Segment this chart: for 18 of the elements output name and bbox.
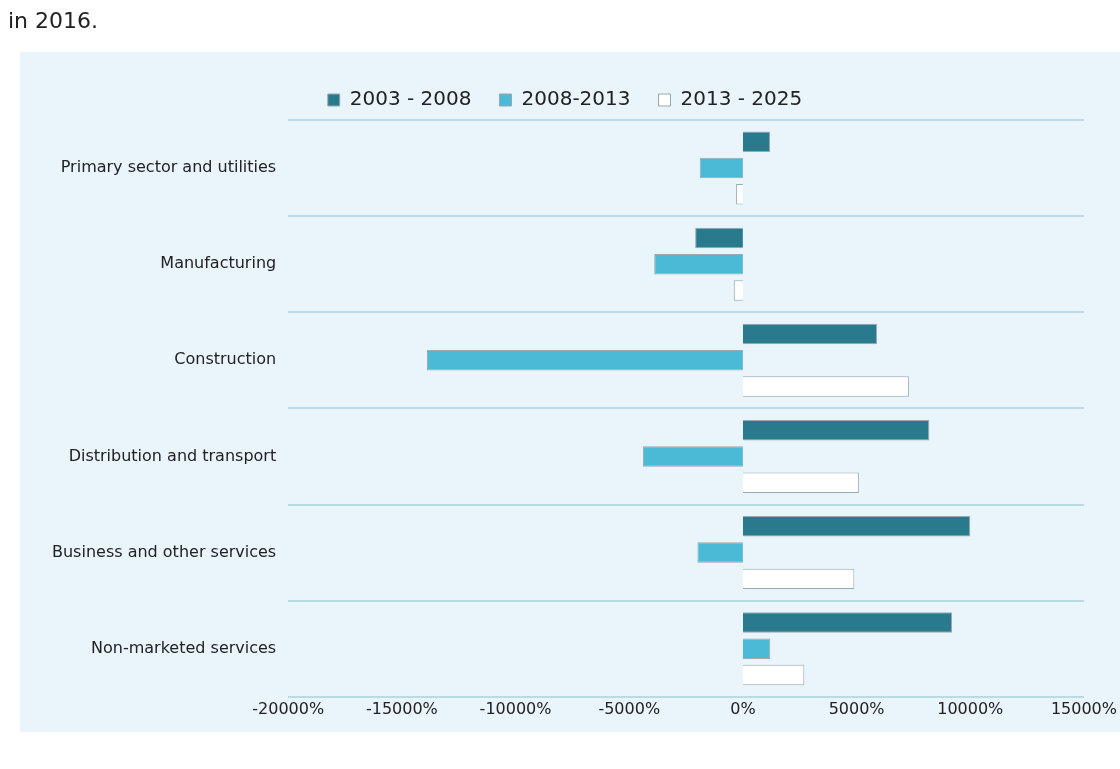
x-tick-label: -15000% [365,698,438,718]
legend-label: 2013 - 2025 [680,86,803,111]
x-tick-label: -5000% [598,698,661,718]
y-tick-label: Business and other services [52,541,277,561]
y-tick-label: Construction [174,349,277,369]
y-tick-label: Non-marketed services [91,637,277,657]
x-tick-label: 0% [730,698,756,718]
y-tick-label: Primary sector and utilities [60,157,277,177]
legend-label: 2003 - 2008 [349,86,472,111]
text: in 2016. [8,8,100,35]
x-tick-label: 10000% [937,698,1004,718]
y-tick-label: Manufacturing [160,253,277,273]
x-tick-label: 15000% [1050,698,1117,718]
y-tick-label: Distribution and transport [68,445,277,465]
x-tick-label: -20000% [252,698,325,718]
x-tick-label: 5000% [828,698,885,718]
legend-label: 2008-2013 [521,86,631,111]
x-tick-label: -10000% [479,698,552,718]
